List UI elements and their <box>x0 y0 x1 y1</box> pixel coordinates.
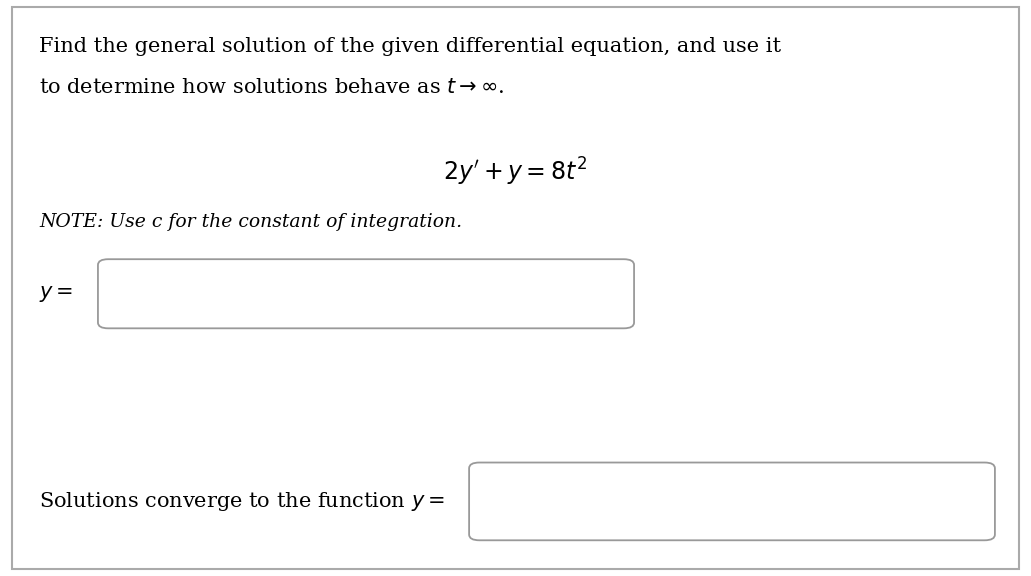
Text: $2y' + y = 8t^2$: $2y' + y = 8t^2$ <box>443 156 588 188</box>
FancyBboxPatch shape <box>12 7 1019 569</box>
Text: Solutions converge to the function $y =$: Solutions converge to the function $y =$ <box>39 490 445 513</box>
FancyBboxPatch shape <box>469 463 995 540</box>
FancyBboxPatch shape <box>98 259 634 328</box>
Text: NOTE: Use c for the constant of integration.: NOTE: Use c for the constant of integrat… <box>39 213 462 231</box>
Text: to determine how solutions behave as $t \rightarrow \infty$.: to determine how solutions behave as $t … <box>39 78 504 97</box>
Text: $y =$: $y =$ <box>39 284 73 304</box>
Text: Find the general solution of the given differential equation, and use it: Find the general solution of the given d… <box>39 37 781 56</box>
